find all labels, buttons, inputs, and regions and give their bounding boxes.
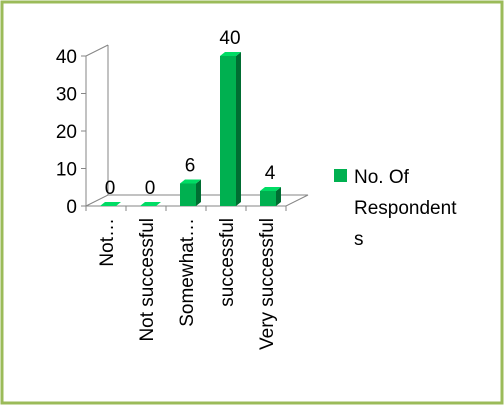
legend-swatch — [334, 169, 347, 182]
bar-front — [220, 56, 236, 206]
data-label: 0 — [145, 178, 156, 199]
category-label: Not… — [97, 218, 118, 267]
y-tick-label: 0 — [66, 197, 77, 218]
bar-side — [236, 52, 241, 206]
category-label: Somewhat… — [177, 218, 198, 327]
bar-side — [196, 180, 201, 207]
bar-front — [180, 184, 196, 207]
data-label: 40 — [219, 28, 240, 49]
legend-label: s — [354, 229, 364, 250]
y-tick-label: 10 — [56, 160, 77, 181]
legend-label: Respondent — [354, 198, 457, 219]
category-label: Not successful — [137, 218, 158, 342]
bar — [100, 202, 121, 206]
data-label: 0 — [105, 178, 116, 199]
bar — [140, 202, 161, 206]
y-tick-label: 20 — [56, 122, 77, 143]
y-tick-label: 30 — [56, 85, 77, 106]
y-axis-depth-line — [86, 45, 108, 56]
bar-top — [140, 202, 161, 206]
bar — [180, 180, 201, 207]
data-label: 6 — [185, 156, 196, 177]
bar — [220, 52, 241, 206]
category-label: successful — [217, 218, 238, 307]
y-tick-label: 40 — [56, 47, 77, 68]
bar-top — [100, 202, 121, 206]
category-label: Very successful — [257, 218, 278, 350]
bar — [260, 187, 281, 206]
data-label: 4 — [265, 163, 276, 184]
bar-front — [260, 191, 276, 206]
legend-label: No. Of — [354, 167, 410, 188]
